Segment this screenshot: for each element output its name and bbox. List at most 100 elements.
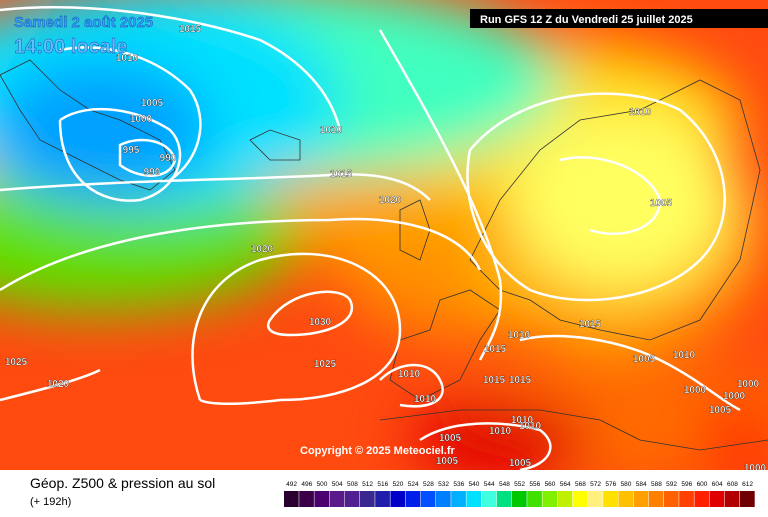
scale-swatch [420, 491, 436, 507]
isobar-label: 1005 [439, 433, 462, 444]
isobar-label: 1000 [737, 379, 760, 390]
scale-swatch [740, 491, 755, 507]
scale-swatch [481, 491, 497, 507]
scale-swatch [451, 491, 466, 507]
scale-swatch [344, 491, 360, 507]
isobar-label: 1005 [633, 354, 656, 365]
scale-swatch [618, 491, 634, 507]
scale-label: 572 [590, 481, 601, 488]
scale-label: 536 [453, 481, 464, 488]
scale-label: 508 [347, 481, 358, 488]
scale-swatch [527, 491, 542, 507]
isobar-label: 1005 [436, 456, 459, 467]
date: Samedi 2 août 2025 [14, 14, 153, 31]
scale-label: 524 [408, 481, 419, 488]
scale-swatch [390, 491, 406, 507]
scale-swatch [512, 491, 527, 507]
scale-swatch [542, 491, 558, 507]
isobar-label: 1015 [330, 169, 353, 180]
isobar-label: 995 [123, 145, 140, 156]
scale-swatch [436, 491, 451, 507]
scale-swatch [299, 491, 314, 507]
scale-label: 496 [301, 481, 312, 488]
scale-swatch [588, 491, 603, 507]
isobar-label: 1025 [314, 359, 337, 370]
scale-label: 600 [697, 481, 708, 488]
scale-label: 548 [499, 481, 510, 488]
scale-swatch [724, 491, 740, 507]
isobar-label: 990 [144, 167, 161, 178]
scale-swatch [633, 491, 649, 507]
scale-label: 500 [317, 481, 328, 488]
isobar-label: 1010 [414, 394, 437, 405]
isobar-label: 1005 [509, 458, 532, 469]
scale-label: 592 [666, 481, 677, 488]
scale-label: 568 [575, 481, 586, 488]
isobar-label: 1010 [398, 369, 421, 380]
scale-swatch [496, 491, 512, 507]
isobar-label: 1030 [309, 317, 332, 328]
scale-label: 576 [605, 481, 616, 488]
scale-label: 556 [529, 481, 540, 488]
scale-label: 552 [514, 481, 525, 488]
scale-label: 584 [636, 481, 647, 488]
isobar-labels: 1015101010051000995990990101010151020102… [5, 24, 767, 474]
isobar-label: 1000 [723, 391, 746, 402]
footer-lead: (+ 192h) [30, 496, 71, 508]
scale-label: 504 [332, 481, 343, 488]
run-info: Run GFS 12 Z du Vendredi 25 juillet 2025 [480, 14, 693, 26]
isobar-label: 1020 [47, 379, 70, 390]
isobar-label: 1005 [141, 98, 164, 109]
scale-swatch [360, 491, 375, 507]
isobar-label: 1015 [483, 375, 506, 386]
isobar-label: 1010 [320, 125, 343, 136]
scale-label: 560 [545, 481, 556, 488]
scale-swatch [664, 491, 679, 507]
copyright: Copyright © 2025 Meteociel.fr [300, 445, 456, 457]
isobar-label: 1020 [251, 244, 274, 255]
scale-label: 492 [286, 481, 297, 488]
scale-swatch [694, 491, 710, 507]
scale-swatch [405, 491, 421, 507]
scale-swatch [329, 491, 345, 507]
scale-label: 608 [727, 481, 738, 488]
scale-swatch [314, 491, 330, 507]
scale-swatch [375, 491, 390, 507]
isobar-label: 1015 [484, 344, 507, 355]
scale-swatch [466, 491, 482, 507]
scale-label: 532 [438, 481, 449, 488]
scale-swatch [709, 491, 725, 507]
isobar-label: 1010 [489, 426, 512, 437]
isobar-label: 1015 [179, 24, 202, 35]
isobar-label: 1025 [5, 357, 28, 368]
isobar-label: 1010 [116, 53, 139, 64]
isobar-label: 990 [160, 153, 177, 164]
isobar-label: 1015 [509, 375, 532, 386]
scale-label: 596 [681, 481, 692, 488]
run-box [470, 9, 768, 28]
scale-label: 604 [712, 481, 723, 488]
isobar-label: 1000 [130, 114, 153, 125]
scale-label: 580 [621, 481, 632, 488]
scale-swatch [284, 491, 299, 507]
isobar-label: 1010 [673, 350, 696, 361]
isobar-lines [0, 6, 741, 470]
isobar-label: 1000 [684, 385, 707, 396]
scale-label: 612 [742, 481, 753, 488]
scale-label: 516 [377, 481, 388, 488]
isobar-label: 1005 [709, 405, 732, 416]
isobar-label: 1005 [650, 198, 673, 209]
scale-swatch [603, 491, 618, 507]
isobar-label: 1010 [511, 415, 534, 426]
isobar-label: 1015 [579, 319, 602, 330]
scale-label: 564 [560, 481, 571, 488]
scale-label: 544 [484, 481, 495, 488]
scale-label: 588 [651, 481, 662, 488]
scale-label: 540 [469, 481, 480, 488]
color-scale: 492 496 500 504 508 512 516 520 524 528 532 536 540 5… [284, 481, 755, 507]
scale-swatch [648, 491, 664, 507]
isobar-label: 1000 [744, 463, 767, 474]
map: 1015101010051000995990990101010151020102… [0, 0, 768, 474]
local-time: 14:00 locale [14, 36, 127, 58]
